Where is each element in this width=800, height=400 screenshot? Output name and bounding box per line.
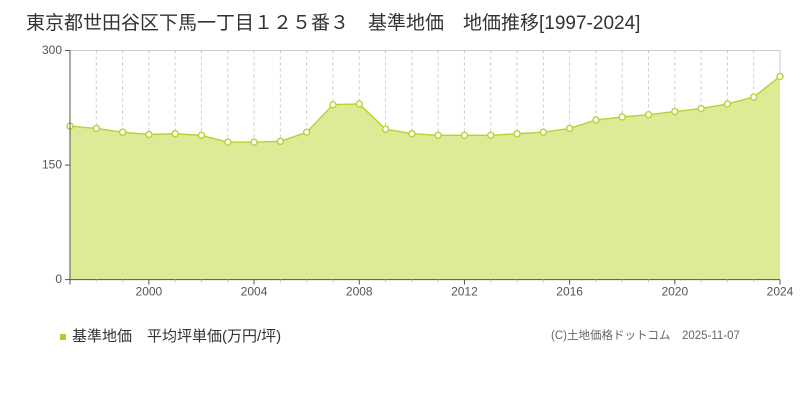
svg-text:2012: 2012 — [451, 285, 478, 299]
svg-text:2020: 2020 — [661, 285, 688, 299]
svg-text:300: 300 — [42, 43, 62, 57]
svg-text:0: 0 — [55, 272, 62, 286]
svg-text:150: 150 — [42, 158, 62, 172]
svg-text:2008: 2008 — [346, 285, 373, 299]
svg-text:2000: 2000 — [136, 285, 163, 299]
svg-text:2016: 2016 — [556, 285, 583, 299]
svg-text:2024: 2024 — [767, 285, 794, 299]
svg-text:2004: 2004 — [241, 285, 268, 299]
